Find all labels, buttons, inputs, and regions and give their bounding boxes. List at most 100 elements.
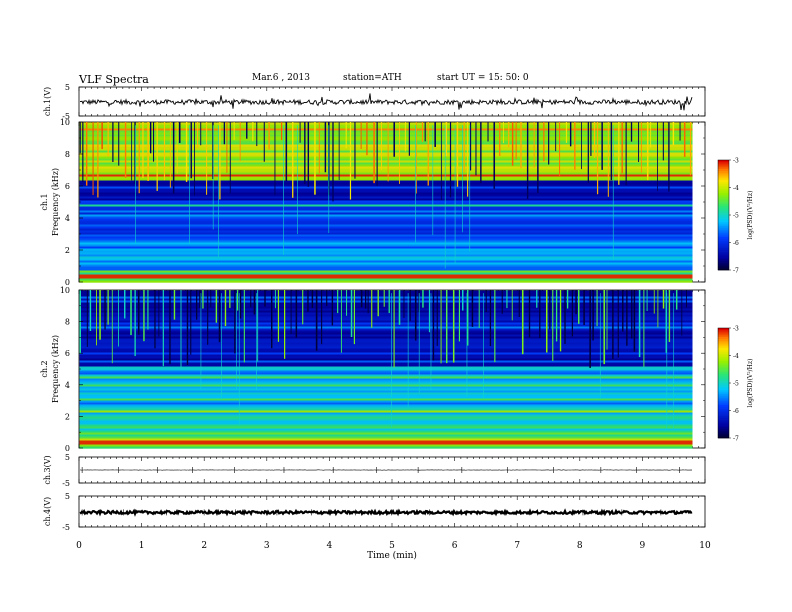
frequency-axis-label: Frequency (kHz) (51, 168, 60, 236)
colorbar-swatch (718, 406, 729, 409)
colorbar-swatch (718, 204, 729, 207)
frequency-row (79, 396, 693, 399)
frequency-row (79, 384, 693, 387)
colorbar-swatch (718, 178, 729, 181)
x-axis: 0 1 2 3 4 5 6 7 8 9 10 Time (min) (76, 541, 711, 561)
frequency-row (79, 250, 693, 253)
frequency-row (79, 246, 693, 249)
colorbar-swatch (718, 412, 729, 415)
frequency-row (79, 340, 693, 343)
frequency-row (79, 276, 693, 279)
frequency-row (79, 444, 693, 447)
colorbar-swatch (718, 355, 729, 358)
colorbar-swatch (718, 222, 729, 225)
colorbar-swatch (718, 351, 729, 354)
frequency-row (79, 162, 693, 165)
colorbar-swatch (718, 264, 729, 267)
frequency-row (79, 132, 693, 135)
frequency-row (79, 220, 693, 223)
colorbar-swatch (718, 403, 729, 406)
frequency-row (79, 440, 693, 443)
colorbar: -3 -4 -5 -6 -7 log(PSD)(V²/Hz) (717, 326, 754, 443)
colorbar-swatch (718, 414, 729, 417)
frequency-row (79, 168, 693, 171)
frequency-row (79, 334, 693, 337)
frequency-row (79, 428, 693, 431)
xtick-label: 6 (452, 541, 458, 551)
xtick-label: 3 (264, 541, 270, 551)
frequency-row (79, 294, 693, 297)
frequency-row (79, 258, 693, 261)
colorbar-swatch (718, 428, 729, 431)
colorbar-swatch (718, 220, 729, 223)
frequency-row (79, 210, 693, 213)
xtick-label: 0 (76, 541, 82, 551)
colorbar-swatch (718, 408, 729, 411)
colorbar-tick-label: -7 (733, 268, 739, 275)
colorbar-swatch (718, 357, 729, 360)
frequency-row (79, 122, 693, 125)
frequency-row (79, 280, 693, 283)
frequency-row (79, 252, 693, 255)
colorbar-swatch (718, 213, 729, 216)
colorbar-swatch (718, 176, 729, 179)
colorbar-swatch (718, 401, 729, 404)
colorbar-swatch (718, 226, 729, 229)
frequency-row (79, 226, 693, 229)
ytick-label: 4 (65, 381, 70, 390)
channel-label: ch.2 (40, 360, 49, 377)
frequency-row (79, 236, 693, 239)
frequency-row (79, 202, 693, 205)
colorbar-tick-label: -7 (733, 436, 739, 443)
figure-title: VLF Spectra (79, 73, 149, 86)
ytick-label: 8 (65, 318, 70, 327)
frequency-row (79, 404, 693, 407)
ytick-label: 0 (65, 444, 70, 453)
channel-label: ch.1 (40, 193, 49, 210)
colorbar-swatch (718, 216, 729, 219)
colorbar-swatch (718, 427, 729, 430)
frequency-row (79, 164, 693, 167)
waveform-trace (79, 508, 693, 517)
colorbar-swatch (718, 329, 729, 332)
frequency-row (79, 352, 693, 355)
colorbar-swatch (718, 392, 729, 395)
frequency-row (79, 332, 693, 335)
frequency-row (79, 192, 693, 195)
frequency-row (79, 208, 693, 211)
colorbar-swatch (718, 388, 729, 391)
frequency-row (79, 194, 693, 197)
frequency-row (79, 338, 693, 341)
frequency-row (79, 434, 693, 437)
frequency-row (79, 324, 693, 327)
frequency-row (79, 248, 693, 251)
frequency-row (79, 144, 693, 147)
x-axis-label: Time (min) (367, 550, 417, 561)
frequency-row (79, 124, 693, 127)
frequency-row (79, 442, 693, 445)
panel-ylabel: ch.1(V) (43, 87, 52, 116)
colorbar-swatch (718, 430, 729, 433)
frequency-row (79, 300, 693, 303)
colorbar-swatch (718, 372, 729, 375)
frequency-row (79, 128, 693, 131)
frequency-row (79, 362, 693, 365)
frequency-row (79, 292, 693, 295)
colorbar-swatch (718, 364, 729, 367)
frequency-row (79, 368, 693, 371)
xtick-label: 8 (577, 541, 583, 551)
colorbar-swatch (718, 191, 729, 194)
colorbar-swatch (718, 362, 729, 365)
frequency-row (79, 176, 693, 179)
colorbar-swatch (718, 198, 729, 201)
frequency-row (79, 196, 693, 199)
colorbar-swatch (718, 169, 729, 172)
frequency-row (79, 136, 693, 139)
frequency-row (79, 148, 693, 151)
ytick-label: 10 (60, 118, 70, 127)
colorbar-swatch (718, 390, 729, 393)
colorbar-swatch (718, 237, 729, 240)
frequency-row (79, 154, 693, 157)
frequency-row (79, 254, 693, 257)
frequency-row (79, 376, 693, 379)
